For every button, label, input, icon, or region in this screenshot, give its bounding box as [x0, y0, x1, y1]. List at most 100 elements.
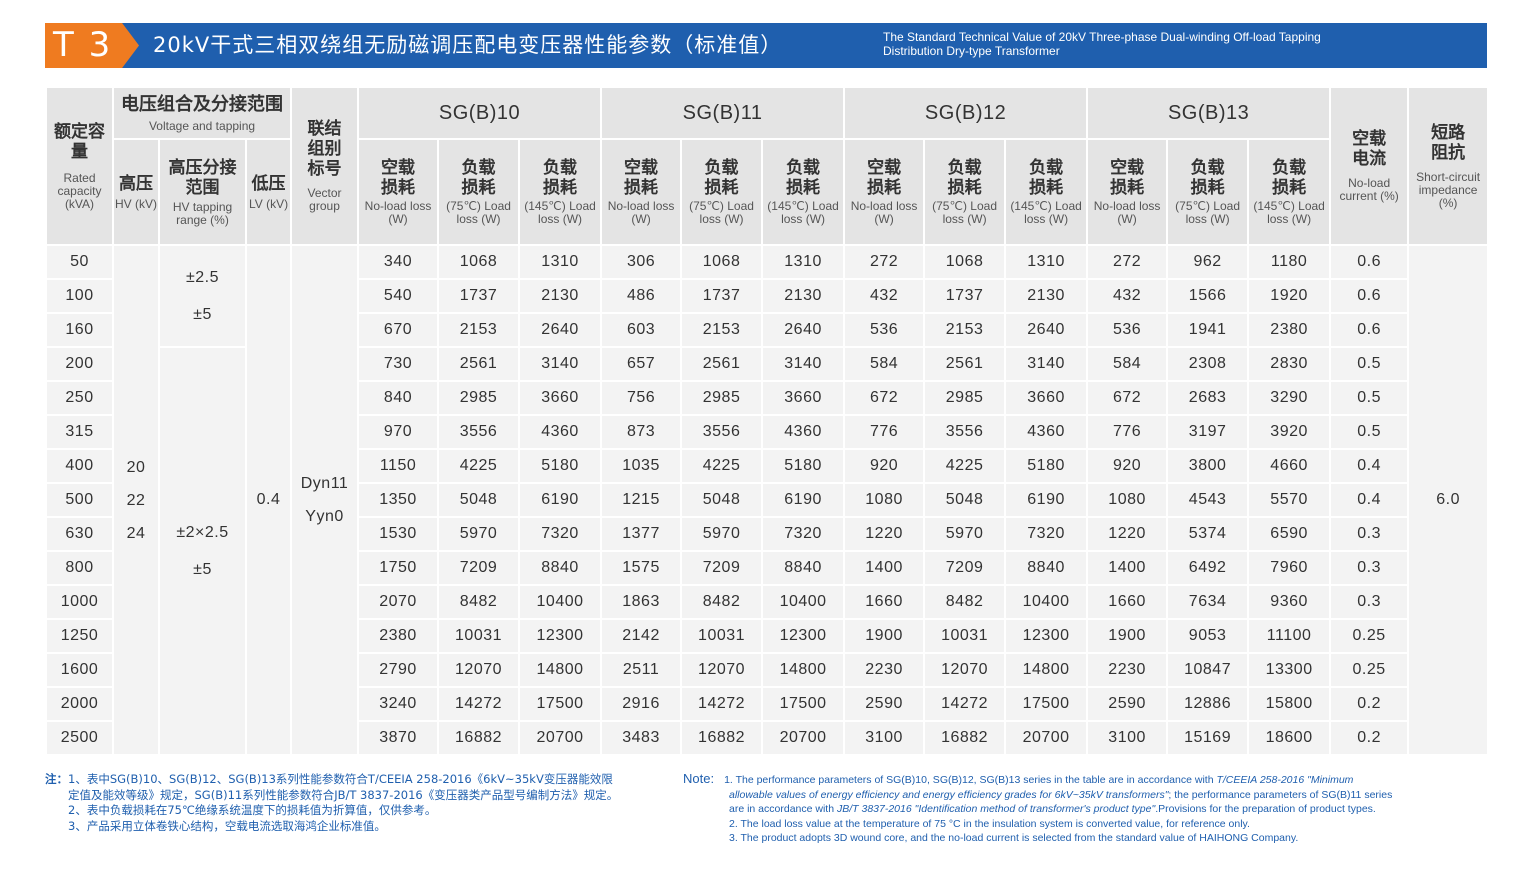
cell-rated-capacity: 1250 — [45, 618, 114, 654]
cell-lv-value: 0.4 — [244, 244, 293, 756]
header-noload-loss: 空载损耗 No-load loss (W) — [600, 138, 683, 246]
table-row: 2000 3240 14272 17500 2916 14272 17500 2590 1427… — [45, 686, 1488, 722]
cell-no-load-current: 0.5 — [1329, 346, 1410, 382]
cell-loss-value: 1220 — [1086, 516, 1169, 552]
cell-loss-value: 1068 — [437, 244, 521, 280]
cell-rated-capacity: 2000 — [45, 686, 114, 722]
cell-loss-value: 3556 — [923, 414, 1007, 450]
cell-loss-value: 3140 — [761, 346, 846, 382]
cell-loss-value: 536 — [1086, 312, 1169, 348]
header-load-loss-145: 负载损耗 (145℃) Load loss (W) — [1247, 138, 1332, 246]
header-short-circuit-impedance: 短路阻抗 Short-circuit impedance (%) — [1407, 86, 1490, 246]
cell-loss-value: 12300 — [518, 618, 603, 654]
header-noload-loss: 空载损耗 No-load loss (W) — [843, 138, 926, 246]
cell-loss-value: 2561 — [437, 346, 521, 382]
cell-loss-value: 14800 — [761, 652, 846, 688]
cell-loss-value: 6190 — [518, 482, 603, 518]
cell-loss-value: 7634 — [1166, 584, 1250, 620]
cell-loss-value: 1035 — [600, 448, 683, 484]
cell-rated-capacity: 630 — [45, 516, 114, 552]
note-en-1b: T/CEEIA 258-2016 "Minimum — [1216, 774, 1354, 786]
cell-loss-value: 4360 — [761, 414, 846, 450]
cell-loss-value: 7320 — [1004, 516, 1089, 552]
tap-value: ±5 — [193, 561, 212, 578]
title-banner — [45, 23, 1487, 68]
cell-loss-value: 7320 — [761, 516, 846, 552]
cell-no-load-current: 0.25 — [1329, 618, 1410, 654]
cell-tap-range-lower: ±2×2.5 ±5 — [158, 346, 247, 756]
cell-loss-value: 2308 — [1166, 346, 1250, 382]
cell-loss-value: 2640 — [1004, 312, 1089, 348]
cell-loss-value: 4225 — [680, 448, 764, 484]
cell-loss-value: 1863 — [600, 584, 683, 620]
cell-loss-value: 1310 — [761, 244, 846, 280]
header-load-loss-75: 负载损耗 (75℃) Load loss (W) — [680, 138, 764, 246]
cell-loss-value: 17500 — [518, 686, 603, 722]
cell-loss-value: 672 — [1086, 380, 1169, 416]
vector-value: Yyn0 — [305, 508, 344, 525]
cell-loss-value: 657 — [600, 346, 683, 382]
cell-loss-value: 5180 — [761, 448, 846, 484]
cell-loss-value: 5180 — [1004, 448, 1089, 484]
cell-rated-capacity: 800 — [45, 550, 114, 586]
cell-loss-value: 14272 — [923, 686, 1007, 722]
table-row: 2500 3870 16882 20700 3483 16882 20700 3100 1688… — [45, 720, 1488, 756]
table-row: 160 670 2153 2640 603 2153 2640 536 2153 2640 536 1… — [45, 312, 1488, 348]
cell-loss-value: 17500 — [1004, 686, 1089, 722]
cell-loss-value: 584 — [1086, 346, 1169, 382]
cell-no-load-current: 0.3 — [1329, 516, 1410, 552]
cell-loss-value: 2561 — [680, 346, 764, 382]
cell-loss-value: 3483 — [600, 720, 683, 756]
note-en-3a: are in accordance with — [729, 803, 837, 816]
cell-loss-value: 15169 — [1166, 720, 1250, 756]
tap-value: ±5 — [193, 306, 212, 323]
cell-loss-value: 12300 — [761, 618, 846, 654]
cell-loss-value: 2790 — [357, 652, 440, 688]
cell-loss-value: 7960 — [1247, 550, 1332, 586]
cell-loss-value: 12070 — [437, 652, 521, 688]
hv-value: 22 — [126, 491, 146, 509]
cell-loss-value: 4543 — [1166, 482, 1250, 518]
cell-loss-value: 584 — [843, 346, 926, 382]
cell-no-load-current: 0.4 — [1329, 448, 1410, 484]
header-load-loss-75: 负载损耗 (75℃) Load loss (W) — [1166, 138, 1250, 246]
cell-loss-value: 18600 — [1247, 720, 1332, 756]
tap-value: ±2.5 — [185, 269, 220, 286]
cell-loss-value: 873 — [600, 414, 683, 450]
cell-loss-value: 8840 — [518, 550, 603, 586]
cell-loss-value: 6190 — [761, 482, 846, 518]
cell-no-load-current: 0.3 — [1329, 584, 1410, 620]
notes-cn-label: 注： — [45, 772, 68, 786]
hv-value: 24 — [126, 524, 146, 542]
note-en-1a: 1. The performance parameters of SG(B)10… — [724, 774, 1217, 786]
header-hv: 高压 HV (kV) — [112, 138, 160, 246]
hv-value: 20 — [126, 458, 146, 476]
cell-loss-value: 7209 — [680, 550, 764, 586]
header-vector-group: 联结组别标号 Vector group — [290, 86, 360, 246]
cell-no-load-current: 0.5 — [1329, 380, 1410, 416]
table-row: 1000 2070 8482 10400 1863 8482 10400 1660 8482 10… — [45, 584, 1488, 620]
cell-loss-value: 2590 — [843, 686, 926, 722]
cell-loss-value: 2380 — [357, 618, 440, 654]
note-en-3b: JB/T 3837-2016 "Identification method of… — [836, 803, 1156, 816]
cell-rated-capacity: 500 — [45, 482, 114, 518]
header-rated-capacity: 额定容量 Rated capacity (kVA) — [45, 86, 114, 246]
page-subtitle-en: The Standard Technical Value of 20kV Thr… — [883, 30, 1321, 58]
cell-loss-value: 1737 — [680, 278, 764, 314]
spec-table: 额定容量 Rated capacity (kVA) 电压组合及分接范围 Volt… — [45, 86, 1490, 756]
header-no-load-current: 空载电流 No-load current (%) — [1329, 86, 1410, 246]
cell-loss-value: 8840 — [761, 550, 846, 586]
header-load-loss-75: 负载损耗 (75℃) Load loss (W) — [437, 138, 521, 246]
cell-loss-value: 962 — [1166, 244, 1250, 280]
cell-loss-value: 12070 — [680, 652, 764, 688]
cell-loss-value: 1530 — [357, 516, 440, 552]
cell-loss-value: 9360 — [1247, 584, 1332, 620]
cell-loss-value: 6190 — [1004, 482, 1089, 518]
subtitle-line-1: The Standard Technical Value of 20kV Thr… — [883, 30, 1321, 44]
cell-rated-capacity: 1600 — [45, 652, 114, 688]
cell-loss-value: 920 — [843, 448, 926, 484]
cell-loss-value: 1900 — [1086, 618, 1169, 654]
cell-no-load-current: 0.6 — [1329, 312, 1410, 348]
cell-loss-value: 3660 — [1004, 380, 1089, 416]
cell-loss-value: 1068 — [680, 244, 764, 280]
